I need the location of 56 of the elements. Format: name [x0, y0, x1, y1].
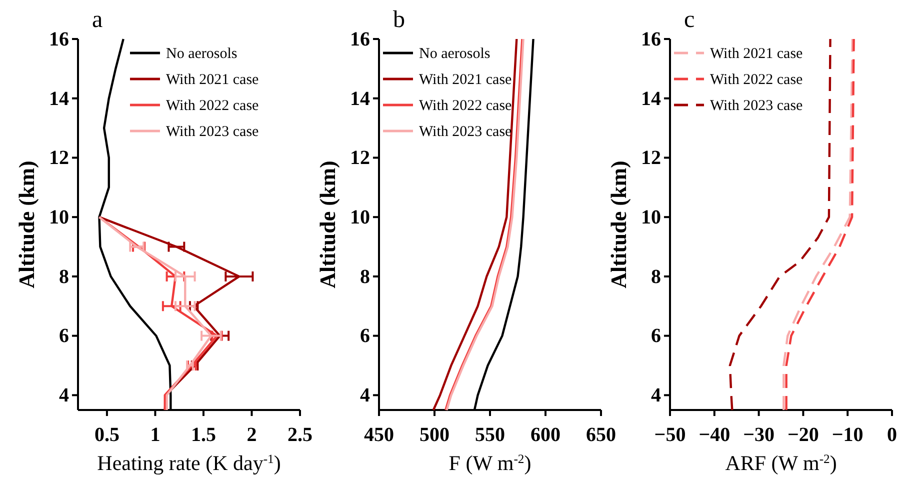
y-tick-label: 8: [59, 266, 69, 288]
legend-label: With 2022 case: [710, 72, 804, 88]
legend-label: With 2021 case: [166, 72, 260, 88]
x-tick-label: 2: [246, 424, 257, 446]
y-tick-label: 14: [350, 88, 370, 110]
y-tick-label: 12: [49, 147, 69, 170]
y-tick-label: 14: [641, 88, 661, 110]
chart-title: c: [684, 7, 695, 33]
y-tick-label: 10: [49, 206, 69, 228]
legend-label: No aerosols: [166, 46, 238, 62]
x-tick-label: −30: [743, 424, 775, 446]
y-tick-label: 16: [350, 28, 370, 50]
y-tick-label: 4: [360, 384, 370, 407]
y-axis-title: Altitude (km): [315, 160, 340, 288]
chart-title: a: [92, 7, 103, 33]
y-tick-label: 4: [651, 384, 661, 407]
y-tick-label: 16: [49, 28, 69, 50]
x-tick-label: −20: [787, 424, 819, 446]
y-axis-title: Altitude (km): [606, 160, 631, 288]
y-tick-label: 12: [641, 147, 661, 170]
x-tick-label: −50: [654, 424, 686, 446]
y-tick-label: 8: [360, 266, 370, 288]
x-tick-label: 1: [150, 424, 160, 446]
x-axis-title: F (W m$^{-2}$): [448, 451, 532, 475]
y-tick-label: 8: [651, 266, 661, 288]
x-tick-label: 1.5: [190, 424, 216, 446]
y-tick-label: 10: [641, 206, 661, 228]
legend-label: With 2021 case: [419, 72, 512, 88]
x-tick-label: 0.5: [94, 424, 120, 446]
x-tick-label: −40: [698, 424, 730, 446]
y-tick-label: 16: [641, 28, 661, 50]
y-tick-label: 14: [49, 88, 69, 110]
legend-label: No aerosols: [419, 46, 490, 62]
y-tick-label: 6: [651, 325, 661, 348]
y-tick-label: 6: [360, 325, 370, 348]
legend-label: With 2021 case: [710, 46, 804, 62]
x-tick-label: 500: [420, 424, 450, 446]
x-tick-label: 650: [586, 424, 616, 446]
x-tick-label: −10: [832, 424, 864, 446]
x-tick-label: 0: [887, 424, 897, 446]
x-tick-label: 450: [364, 424, 394, 446]
legend-label: With 2023 case: [710, 98, 804, 114]
legend-label: With 2022 case: [419, 98, 512, 114]
x-axis-title: Heating rate (K day$^{-1}$): [97, 451, 281, 475]
y-tick-label: 10: [350, 206, 370, 228]
x-tick-label: 550: [475, 424, 505, 446]
y-tick-label: 12: [350, 147, 370, 170]
y-axis-title: Altitude (km): [14, 160, 39, 288]
legend-label: With 2022 case: [166, 98, 260, 114]
chart-title: b: [393, 7, 405, 33]
y-tick-label: 6: [59, 325, 69, 348]
x-tick-label: 600: [530, 424, 560, 446]
y-tick-label: 4: [59, 384, 69, 407]
legend-label: With 2023 case: [166, 124, 260, 140]
x-axis-title: ARF (W m$^{-2}$): [725, 451, 837, 475]
x-tick-label: 2.5: [288, 424, 312, 446]
